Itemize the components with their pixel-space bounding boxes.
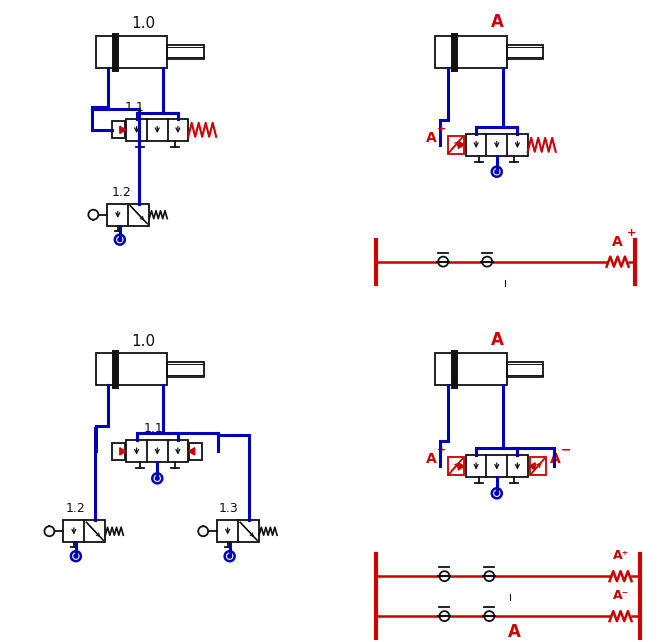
Bar (96, 354, 167, 385)
Bar (506, 45, 543, 59)
Text: +: + (627, 228, 636, 238)
Circle shape (156, 476, 159, 480)
Bar (436, 354, 506, 385)
Text: 1.1: 1.1 (143, 422, 163, 435)
Text: A: A (492, 13, 504, 31)
Polygon shape (458, 141, 464, 148)
Text: A: A (508, 623, 521, 641)
Text: 1.2: 1.2 (112, 186, 131, 199)
Bar (189, 443, 202, 460)
Bar (466, 455, 528, 477)
Bar (448, 457, 464, 475)
Polygon shape (458, 463, 464, 470)
Text: 1.2: 1.2 (65, 502, 85, 516)
Bar (167, 45, 204, 59)
Circle shape (495, 491, 499, 495)
Bar (96, 36, 167, 68)
Text: +: + (437, 124, 446, 134)
Circle shape (44, 526, 54, 536)
Text: A: A (426, 131, 437, 145)
Circle shape (74, 554, 77, 558)
Bar (530, 457, 546, 475)
Text: 1.1: 1.1 (124, 101, 144, 114)
Text: A: A (492, 331, 504, 349)
Polygon shape (120, 447, 126, 455)
Circle shape (228, 554, 232, 558)
Circle shape (495, 170, 499, 173)
Circle shape (88, 210, 98, 220)
Bar (63, 520, 106, 542)
Circle shape (118, 238, 122, 241)
Text: A: A (426, 453, 437, 466)
Bar (108, 204, 149, 226)
Bar (112, 443, 126, 460)
Polygon shape (529, 463, 535, 470)
Circle shape (198, 526, 208, 536)
Bar (217, 520, 259, 542)
Bar (466, 134, 528, 156)
Bar (506, 362, 543, 377)
Bar (167, 362, 204, 377)
Bar (436, 36, 506, 68)
Polygon shape (188, 447, 194, 455)
Polygon shape (120, 126, 126, 134)
Text: 1.3: 1.3 (219, 502, 239, 516)
Bar (448, 136, 464, 154)
Bar (112, 121, 126, 138)
Text: A: A (612, 234, 623, 248)
Bar (126, 119, 188, 141)
Text: 1.0: 1.0 (131, 16, 156, 31)
Text: A⁺: A⁺ (613, 549, 629, 562)
Bar (126, 440, 188, 462)
Text: A⁻: A⁻ (613, 589, 629, 602)
Text: 1.0: 1.0 (131, 333, 156, 349)
Text: +: + (437, 446, 446, 455)
Text: −: − (560, 444, 571, 456)
Text: A: A (550, 453, 560, 466)
